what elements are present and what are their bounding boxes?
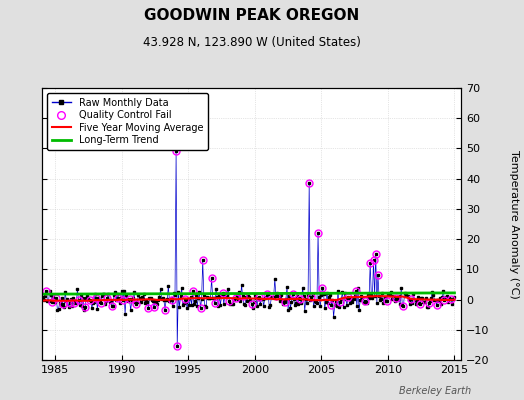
Text: GOODWIN PEAK OREGON: GOODWIN PEAK OREGON [144, 8, 359, 23]
Text: Berkeley Earth: Berkeley Earth [399, 386, 472, 396]
Legend: Raw Monthly Data, Quality Control Fail, Five Year Moving Average, Long-Term Tren: Raw Monthly Data, Quality Control Fail, … [47, 93, 208, 150]
Text: 43.928 N, 123.890 W (United States): 43.928 N, 123.890 W (United States) [143, 36, 361, 49]
Y-axis label: Temperature Anomaly (°C): Temperature Anomaly (°C) [509, 150, 519, 298]
